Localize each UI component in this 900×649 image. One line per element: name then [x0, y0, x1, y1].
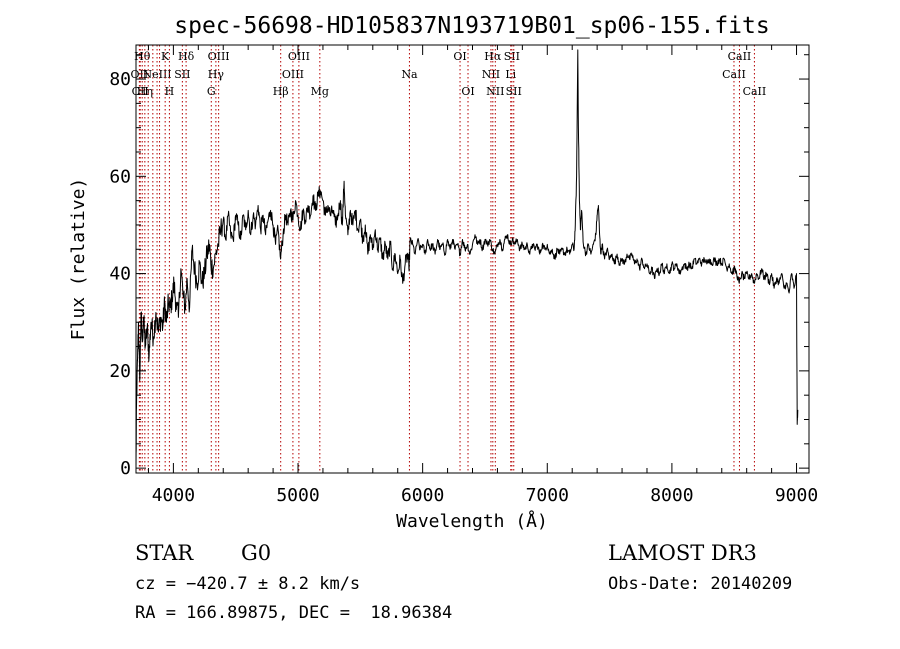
- marker-label: Li: [505, 68, 516, 81]
- x-tick-label: 7000: [526, 485, 569, 506]
- marker-label: NII: [486, 85, 504, 98]
- line-markers: OIICIIHθHηNeIIIKHSIIHδGHγOIIIHβOIIIOIIIM…: [131, 45, 767, 473]
- survey-name: LAMOST DR3: [608, 541, 757, 565]
- marker-label: Mg: [311, 85, 329, 98]
- obs-date: Obs-Date: 20140209: [608, 574, 793, 594]
- object-subclass: G0: [241, 541, 272, 565]
- marker-label: Hθ: [134, 50, 151, 63]
- marker-label: OII: [131, 68, 149, 81]
- chart-title: spec-56698-HD105837N193719B01_sp06-155.f…: [174, 13, 769, 39]
- marker-label: Hγ: [208, 68, 225, 81]
- marker-label: Hη: [137, 85, 153, 98]
- marker-label: Hδ: [178, 50, 195, 63]
- x-tick-label: 4000: [152, 485, 195, 506]
- spectrum-line: [135, 49, 799, 469]
- marker-label: Na: [401, 68, 418, 81]
- marker-label: SII: [506, 85, 522, 98]
- marker-label: CaII: [722, 68, 746, 81]
- marker-label: SII: [174, 68, 190, 81]
- marker-label: OI: [453, 50, 466, 63]
- marker-label: OI: [461, 85, 474, 98]
- marker-label: NII: [482, 68, 500, 81]
- marker-label: G: [207, 85, 216, 98]
- object-class: STAR: [135, 541, 194, 565]
- marker-label: SII: [504, 50, 520, 63]
- y-tick-label: 60: [109, 166, 131, 187]
- y-tick-label: 80: [109, 69, 131, 90]
- x-tick-label: 8000: [650, 485, 693, 506]
- marker-label: Hα: [484, 50, 502, 63]
- marker-label: OIII: [282, 68, 304, 81]
- x-tick-label: 6000: [401, 485, 444, 506]
- marker-label: OIII: [208, 50, 230, 63]
- plot-frame: [135, 44, 810, 474]
- ra-dec: RA = 166.89875, DEC = 18.96384: [135, 603, 453, 623]
- marker-label: K: [161, 50, 170, 63]
- marker-label: NeIII: [142, 68, 171, 81]
- spectrum-plot: [135, 49, 799, 469]
- marker-label: Hβ: [273, 85, 289, 98]
- y-tick-label: 0: [120, 458, 131, 479]
- y-axis-label: Flux (relative): [68, 178, 89, 341]
- axes: 4000 5000 6000 7000 8000 9000 0 20 40 60 80: [109, 45, 818, 506]
- x-tick-label: 9000: [775, 485, 818, 506]
- marker-label: CaII: [743, 85, 767, 98]
- x-tick-label: 5000: [276, 485, 319, 506]
- marker-label: CaII: [728, 50, 752, 63]
- redshift-cz: cz = −420.7 ± 8.2 km/s: [135, 574, 361, 594]
- marker-label: H: [165, 85, 175, 98]
- y-tick-label: 20: [109, 361, 131, 382]
- y-tick-label: 40: [109, 264, 131, 285]
- x-axis-label: Wavelength (Å): [396, 510, 548, 532]
- marker-label: OIII: [288, 50, 310, 63]
